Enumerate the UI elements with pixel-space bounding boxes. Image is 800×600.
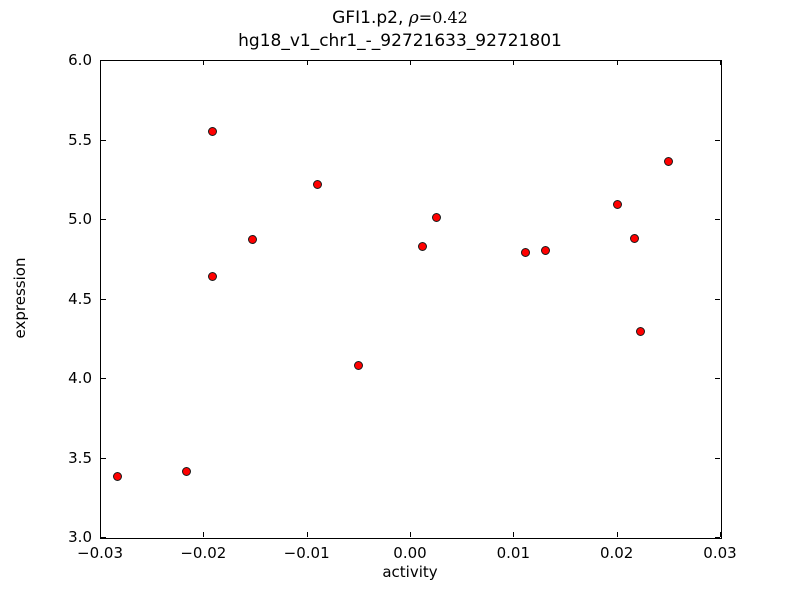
y-tick-label: 5.5 — [68, 130, 92, 149]
x-tick-label: −0.01 — [283, 544, 330, 562]
y-tick-label: 3.0 — [68, 528, 92, 546]
y-tick-label: 6.0 — [68, 51, 92, 69]
y-tick-mark-right — [715, 298, 720, 300]
y-axis-label: expression — [11, 257, 29, 339]
x-tick-mark — [410, 532, 411, 537]
y-tick-mark-right — [715, 60, 720, 61]
x-tick-label: 0.00 — [393, 544, 427, 562]
chart-title-gene-label: GFI1.p2, — [332, 8, 409, 28]
rho-symbol: ρ — [408, 8, 419, 28]
y-tick-label: 3.5 — [68, 448, 92, 467]
y-tick-mark — [101, 298, 106, 300]
y-tick-label: 4.0 — [68, 369, 92, 387]
y-tick-mark-right — [715, 378, 720, 379]
chart-title-locus: hg18_v1_chr1_-_92721633_92721801 — [238, 31, 562, 51]
chart-title-block: GFI1.p2, ρ=0.42 hg18_v1_chr1_-_92721633_… — [0, 6, 800, 53]
x-tick-label: 0.03 — [703, 544, 737, 562]
y-tick-label: 5.0 — [68, 210, 92, 228]
y-tick-mark — [101, 457, 106, 459]
x-tick-mark-top — [410, 60, 411, 65]
x-tick-mark — [203, 532, 205, 537]
axes-frame — [100, 60, 722, 539]
x-tick-mark — [720, 532, 721, 537]
y-tick-label: 4.5 — [68, 289, 92, 308]
chart-title-primary: GFI1.p2, ρ=0.42 — [0, 6, 800, 30]
y-tick-mark — [101, 139, 106, 141]
y-tick-mark — [101, 537, 106, 538]
x-tick-label: −0.03 — [77, 544, 123, 562]
y-tick-mark — [101, 378, 106, 379]
x-tick-mark-top — [513, 60, 515, 65]
x-tick-mark-top — [720, 60, 721, 65]
x-tick-mark-top — [203, 60, 205, 65]
x-tick-mark — [100, 532, 101, 537]
x-axis-label: activity — [382, 563, 438, 581]
x-tick-mark — [306, 532, 308, 537]
y-tick-mark-right — [715, 457, 720, 459]
x-tick-label: 0.01 — [496, 544, 531, 562]
y-tick-mark-right — [715, 139, 720, 141]
x-tick-mark — [616, 532, 618, 537]
x-tick-label: 0.02 — [599, 544, 634, 562]
x-tick-mark — [513, 532, 515, 537]
rho-value: =0.42 — [418, 8, 468, 27]
y-tick-mark-right — [715, 219, 720, 220]
y-tick-mark — [101, 219, 106, 220]
x-tick-mark-top — [306, 60, 308, 65]
y-tick-mark — [101, 60, 106, 61]
y-tick-mark-right — [715, 537, 720, 538]
x-tick-mark-top — [100, 60, 101, 65]
x-tick-label: −0.02 — [180, 544, 227, 562]
x-tick-mark-top — [616, 60, 618, 65]
